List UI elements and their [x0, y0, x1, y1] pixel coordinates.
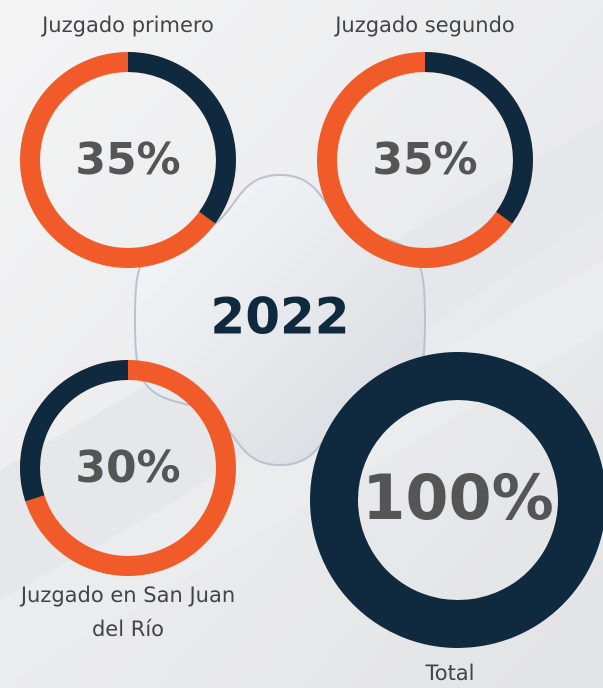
donut-value-label: 35% [75, 134, 180, 185]
donut-segment [20, 52, 236, 268]
donut-segment [317, 52, 533, 268]
donut-value-label: 100% [362, 461, 554, 534]
donut-value-label: 30% [75, 442, 180, 493]
donut-title: Juzgado en San Juan del Río [20, 583, 236, 641]
donut-value-label: 35% [372, 134, 477, 185]
donut-title: Juzgado primero [42, 13, 214, 37]
donut-segment [20, 360, 236, 576]
donut-title: Total [425, 661, 475, 685]
donut-segment [310, 352, 603, 648]
donut-title: Juzgado segundo [335, 13, 515, 37]
year: 2022 [210, 288, 349, 346]
